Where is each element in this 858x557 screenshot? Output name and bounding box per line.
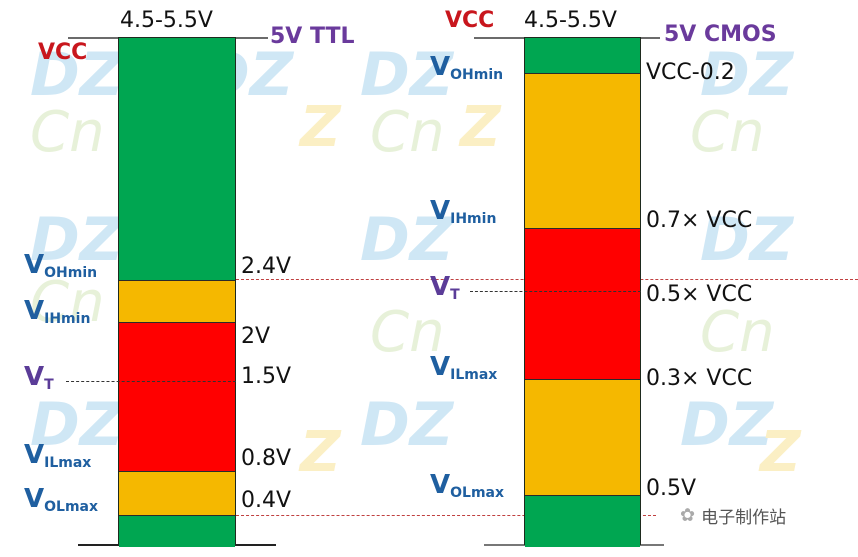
cmos-voh-value: VCC-0.2 <box>646 60 735 85</box>
ttl-family-label: 5V TTL <box>270 24 355 49</box>
ttl-low-output-zone <box>119 515 235 547</box>
ttl-high-undefined-zone <box>119 280 235 323</box>
ttl-vol-value: 0.4V <box>241 488 292 513</box>
ttl-vcc-range: 4.5-5.5V <box>120 8 213 33</box>
cmos-vcc-range: 4.5-5.5V <box>524 8 617 33</box>
vol-threshold-line <box>236 515 656 516</box>
ttl-high-output-zone <box>119 38 235 280</box>
cmos-low-output-zone <box>525 495 640 547</box>
watermark-dz: DZ <box>680 390 774 460</box>
cmos-low-undefined-zone <box>525 379 640 496</box>
ttl-vt-line <box>66 381 236 382</box>
watermark-z: Z <box>300 95 341 160</box>
ttl-voh-label: VOHmin <box>24 250 98 281</box>
watermark-dz: DZ <box>360 390 454 460</box>
cmos-vol-label: VOLmax <box>430 470 505 501</box>
ttl-low-undefined-zone <box>119 471 235 516</box>
logo-text: 电子制作站 <box>701 508 787 528</box>
cmos-family-label: 5V CMOS <box>664 22 777 47</box>
cmos-vil-value: 0.3× VCC <box>646 366 753 391</box>
cmos-voh-label: VOHmin <box>430 52 504 83</box>
ttl-vih-value: 2V <box>241 324 271 349</box>
ttl-input-undefined-zone <box>119 322 235 472</box>
ttl-vil-value: 0.8V <box>241 446 292 471</box>
cmos-vil-label: VILmax <box>430 352 498 383</box>
watermark-cn: Cn <box>370 100 445 165</box>
cmos-input-undefined-zone <box>525 228 640 380</box>
watermark-cn: Cn <box>690 100 765 165</box>
ttl-vt-value: 1.5V <box>241 364 292 389</box>
cmos-vih-label: VIHmin <box>430 196 497 227</box>
ttl-vih-label: VIHmin <box>24 296 91 327</box>
cmos-vcc-label: VCC <box>445 8 495 33</box>
watermark-z: Z <box>300 420 341 485</box>
cmos-vt-line <box>470 291 641 292</box>
ttl-vt-label: VT <box>24 362 54 393</box>
source-logo: ✿ 电子制作站 <box>680 503 786 528</box>
watermark-z: Z <box>760 420 801 485</box>
watermark-cn: Cn <box>700 300 775 365</box>
cmos-high-undefined-zone <box>525 73 640 229</box>
ttl-vol-label: VOLmax <box>24 484 99 515</box>
watermark-cn: Cn <box>30 100 105 165</box>
cmos-vt-label: VT <box>430 272 460 303</box>
ttl-level-bar <box>118 37 236 547</box>
watermark-z: Z <box>460 95 501 160</box>
cmos-vt-value: 0.5× VCC <box>646 282 753 307</box>
ttl-voh-value: 2.4V <box>241 254 292 279</box>
ttl-vil-label: VILmax <box>24 440 92 471</box>
cmos-vih-value: 0.7× VCC <box>646 208 753 233</box>
cmos-high-output-zone <box>525 38 640 73</box>
cmos-vol-value: 0.5V <box>646 476 697 501</box>
wechat-icon: ✿ <box>680 505 696 526</box>
ttl-vcc-label: VCC <box>38 40 88 65</box>
